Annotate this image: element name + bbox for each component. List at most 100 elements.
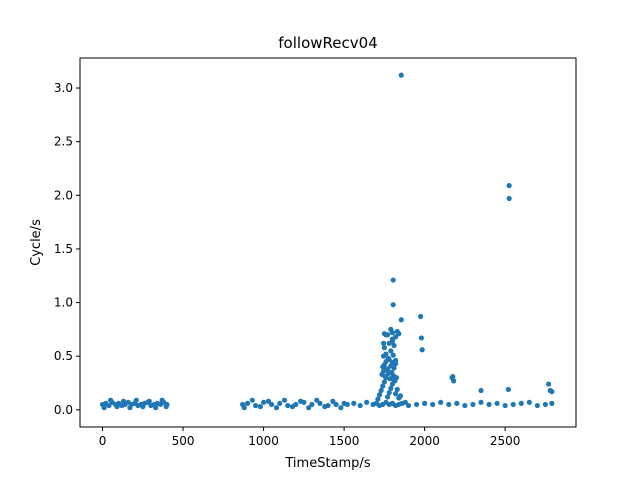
data-point [502, 402, 508, 409]
data-point [289, 404, 296, 410]
data-point [317, 400, 323, 406]
data-point [153, 405, 159, 411]
y-tick-label: 2.5 [54, 135, 73, 149]
chart-title: followRecv04 [278, 34, 377, 52]
data-point [281, 397, 288, 403]
data-point [438, 399, 444, 405]
data-point [306, 405, 312, 411]
data-point [454, 400, 460, 406]
data-point [330, 398, 336, 404]
x-tick-label: 2500 [490, 434, 521, 448]
y-tick-label: 3.0 [54, 81, 73, 95]
data-point [309, 401, 315, 408]
data-point [383, 351, 389, 357]
data-point [277, 400, 283, 406]
data-point [244, 400, 251, 406]
data-point [549, 400, 555, 406]
data-point [351, 400, 357, 406]
data-point [478, 387, 484, 394]
data-point [397, 393, 404, 399]
data-point [549, 389, 555, 395]
data-point [314, 397, 320, 403]
y-axis-ticks: 0.0 0.5 1.0 1.5 2.0 2.5 3.0 [54, 81, 80, 417]
data-point [375, 396, 381, 402]
data-point [450, 373, 456, 380]
data-point [382, 373, 388, 380]
data-point [405, 402, 412, 409]
data-point [241, 405, 247, 411]
y-tick-label: 1.5 [54, 242, 73, 256]
data-point [390, 302, 396, 308]
data-point [322, 404, 328, 410]
data-point [526, 399, 532, 405]
data-point [391, 342, 397, 349]
data-point [486, 401, 492, 408]
data-point [389, 338, 396, 344]
data-point [383, 332, 389, 338]
data-point [159, 397, 165, 403]
data-point [398, 317, 404, 323]
data-point [357, 402, 363, 409]
x-tick-label: 1000 [248, 434, 279, 448]
data-point [387, 376, 393, 382]
x-tick-label: 2000 [409, 434, 440, 448]
data-point [546, 381, 552, 387]
data-point [384, 394, 391, 400]
data-point [506, 195, 512, 202]
data-point [393, 334, 399, 340]
data-point [378, 387, 384, 394]
data-point [430, 401, 436, 408]
data-point [394, 386, 400, 393]
data-point [390, 277, 396, 283]
data-point [376, 392, 383, 398]
data-point [393, 391, 399, 397]
data-point [380, 340, 387, 346]
data-point [114, 404, 120, 410]
data-point [402, 399, 408, 405]
x-axis-label: TimeStamp/s [284, 456, 370, 471]
data-point [398, 72, 404, 78]
data-point [419, 347, 425, 353]
plot-area-frame [79, 57, 577, 428]
data-point [396, 331, 402, 337]
data-point [385, 355, 391, 361]
data-point [393, 375, 400, 381]
data-point [127, 405, 133, 411]
x-tick-label: 1500 [329, 434, 360, 448]
data-point [451, 378, 457, 384]
data-point [505, 386, 511, 393]
data-point [133, 397, 139, 403]
data-point [380, 383, 386, 389]
data-point [462, 402, 468, 409]
x-tick-label: 0 [99, 434, 107, 448]
data-point [518, 400, 524, 406]
data-point [384, 366, 391, 372]
data-point [386, 390, 392, 396]
data-point [333, 401, 339, 408]
data-point [298, 398, 304, 404]
data-point [120, 398, 127, 404]
data-point [494, 400, 500, 406]
data-point [391, 365, 397, 371]
data-point [542, 401, 549, 408]
data-point [101, 405, 107, 411]
data-point [388, 326, 394, 332]
data-point [249, 397, 255, 403]
y-axis-label: Cycle/s [29, 219, 44, 266]
data-point [285, 402, 291, 409]
y-tick-label: 1.0 [54, 296, 73, 310]
data-point [510, 401, 516, 408]
data-point [506, 183, 512, 189]
data-point [418, 313, 424, 320]
data-point [381, 345, 387, 351]
data-point [388, 385, 394, 391]
data-point [146, 398, 152, 404]
data-points [99, 72, 555, 411]
data-point [393, 357, 399, 364]
data-point [470, 401, 476, 408]
data-point [269, 401, 275, 408]
data-point [338, 405, 344, 411]
data-point [106, 402, 112, 409]
data-point [478, 399, 484, 405]
